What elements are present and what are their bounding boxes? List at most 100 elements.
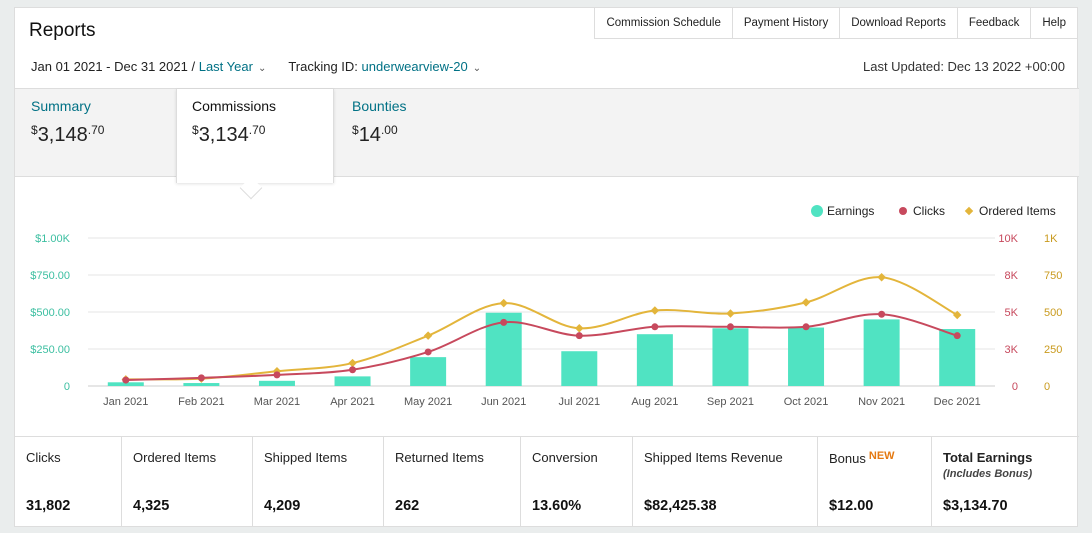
legend-clicks-swatch — [899, 207, 907, 215]
legend-label: Earnings — [827, 204, 874, 218]
payment-history-link[interactable]: Payment History — [733, 8, 841, 38]
metric-shipped-items: Shipped Items 4,209 — [253, 437, 384, 527]
metric-value: $12.00 — [829, 498, 874, 514]
metric-total-earnings: Total Earnings (Includes Bonus) $3,134.7… — [932, 437, 1079, 527]
earnings-bar — [712, 328, 749, 386]
earnings-bar — [636, 334, 673, 386]
y-axis-left-tick: 0 — [64, 381, 70, 393]
legend-ordered-swatch — [964, 206, 974, 216]
metric-label: Conversion — [532, 450, 598, 465]
reports-page: Reports Commission Schedule Payment Hist… — [14, 7, 1079, 527]
clicks-point — [424, 348, 432, 356]
clicks-point — [802, 323, 810, 331]
performance-chart: $1.00K 10K 1K $750.00 8K 750 $500.00 5K 500 $250.… — [30, 204, 1062, 408]
ordered-items-point — [726, 309, 735, 318]
clicks-point — [197, 374, 205, 382]
clicks-line — [125, 313, 958, 382]
x-axis-tick-label: Dec 2021 — [934, 396, 981, 408]
ordered-items-point — [423, 331, 433, 340]
metric-label: Total Earnings — [943, 450, 1033, 465]
tab-commissions[interactable]: Commissions $3,134.70 — [176, 89, 334, 183]
metric-label: Shipped Items Revenue — [644, 450, 783, 465]
earnings-bar — [863, 319, 900, 386]
tab-bounties-label: Bounties — [352, 98, 407, 114]
feedback-link[interactable]: Feedback — [958, 8, 1032, 38]
earnings-bar — [788, 327, 825, 386]
clicks-point — [651, 323, 659, 331]
y-axis-clicks-tick: 3K — [1005, 344, 1019, 356]
y-axis-clicks-tick: 5K — [1005, 307, 1019, 319]
ordered-items-point — [801, 298, 811, 307]
clicks-point — [273, 371, 281, 379]
ordered-items-point — [877, 272, 886, 282]
metric-value: 31,802 — [26, 498, 71, 514]
y-axis-ordered-tick: 0 — [1044, 381, 1050, 393]
metric-conversion: Conversion 13.60% — [521, 437, 633, 527]
clicks-point — [575, 332, 583, 340]
earnings-bar — [107, 382, 144, 386]
metrics-row: Clicks 31,802 Ordered Items 4,325 Shippe… — [15, 436, 1079, 527]
metric-label: Ordered Items — [133, 450, 217, 465]
metric-label: Clicks — [26, 450, 61, 465]
y-axis-ordered-tick: 250 — [1044, 344, 1062, 356]
date-range: Jan 01 2021 - Dec 31 2021 — [31, 59, 188, 74]
range-separator: / — [191, 59, 196, 74]
period-dropdown[interactable]: Last Year ⌄ — [199, 59, 267, 74]
x-axis-tick-label: Apr 2021 — [330, 396, 375, 408]
help-link[interactable]: Help — [1042, 17, 1066, 29]
tracking-id-dropdown[interactable]: underwearview-20 ⌄ — [362, 59, 482, 74]
tab-bounties-amount: $14.00 — [352, 123, 398, 146]
metric-value: 4,209 — [264, 498, 301, 514]
metric-value: 262 — [395, 498, 420, 514]
metric-returned-items: Returned Items 262 — [384, 437, 521, 527]
ordered-items-point — [952, 310, 962, 320]
metric-ordered-items: Ordered Items 4,325 — [122, 437, 253, 527]
tab-summary[interactable]: Summary $3,148.70 — [31, 89, 104, 178]
earnings-bar — [258, 380, 295, 386]
tab-commissions-label: Commissions — [192, 98, 277, 114]
ordered-items-point — [499, 298, 508, 308]
y-axis-left-tick: $1.00K — [35, 233, 71, 245]
x-axis-tick-label: Nov 2021 — [858, 396, 905, 408]
chevron-down-icon: ⌄ — [257, 63, 267, 74]
metric-shipped-items-revenue: Shipped Items Revenue $82,425.38 — [633, 437, 818, 527]
metric-label: Returned Items — [395, 450, 484, 465]
clicks-point — [122, 376, 130, 384]
summary-tabs: Summary $3,148.70 Commissions $3,134.70 … — [15, 88, 1079, 183]
tracking-id-value: underwearview-20 — [361, 59, 468, 74]
y-axis-left-tick: $750.00 — [30, 270, 70, 282]
chevron-down-icon: ⌄ — [472, 63, 482, 74]
tab-summary-amount: $3,148.70 — [31, 123, 105, 146]
metric-clicks: Clicks 31,802 — [15, 437, 122, 527]
period-label: Last Year — [198, 59, 253, 74]
earnings-bar — [183, 383, 220, 386]
y-axis-ordered-tick: 1K — [1044, 233, 1058, 245]
legend-earnings-swatch — [811, 205, 823, 217]
y-axis-clicks-tick: 0 — [1012, 381, 1018, 393]
x-axis-tick-label: Feb 2021 — [178, 396, 224, 408]
metric-label: Shipped Items — [264, 450, 348, 465]
y-axis-left-tick: $250.00 — [30, 344, 70, 356]
y-axis-ordered-tick: 750 — [1044, 270, 1062, 282]
y-axis-ordered-tick: 500 — [1044, 307, 1062, 319]
tab-bounties[interactable]: Bounties $14.00 — [352, 89, 406, 178]
earnings-bar — [410, 357, 447, 386]
metric-sublabel: (Includes Bonus) — [943, 468, 1033, 480]
x-axis-tick-label: Jun 2021 — [481, 396, 526, 408]
earnings-bar — [561, 351, 598, 386]
top-navigation: Commission Schedule Payment History Down… — [594, 8, 1077, 39]
y-axis-clicks-tick: 10K — [998, 233, 1018, 245]
legend-label: Clicks — [913, 204, 945, 218]
y-axis-clicks-tick: 8K — [1005, 270, 1019, 282]
ordered-items-point — [348, 358, 357, 368]
earnings-bar — [334, 376, 371, 386]
commission-schedule-link[interactable]: Commission Schedule — [595, 8, 733, 38]
clicks-point — [500, 318, 508, 326]
clicks-point — [726, 323, 734, 331]
last-updated: Last Updated: Dec 13 2022 +00:00 — [862, 59, 1065, 74]
x-axis-tick-label: Aug 2021 — [631, 396, 678, 408]
x-axis-tick-label: Mar 2021 — [254, 396, 300, 408]
download-reports-link[interactable]: Download Reports — [840, 8, 958, 38]
metric-value: $3,134.70 — [943, 498, 1008, 514]
metric-bonus: Bonus NEW $12.00 — [818, 437, 932, 527]
